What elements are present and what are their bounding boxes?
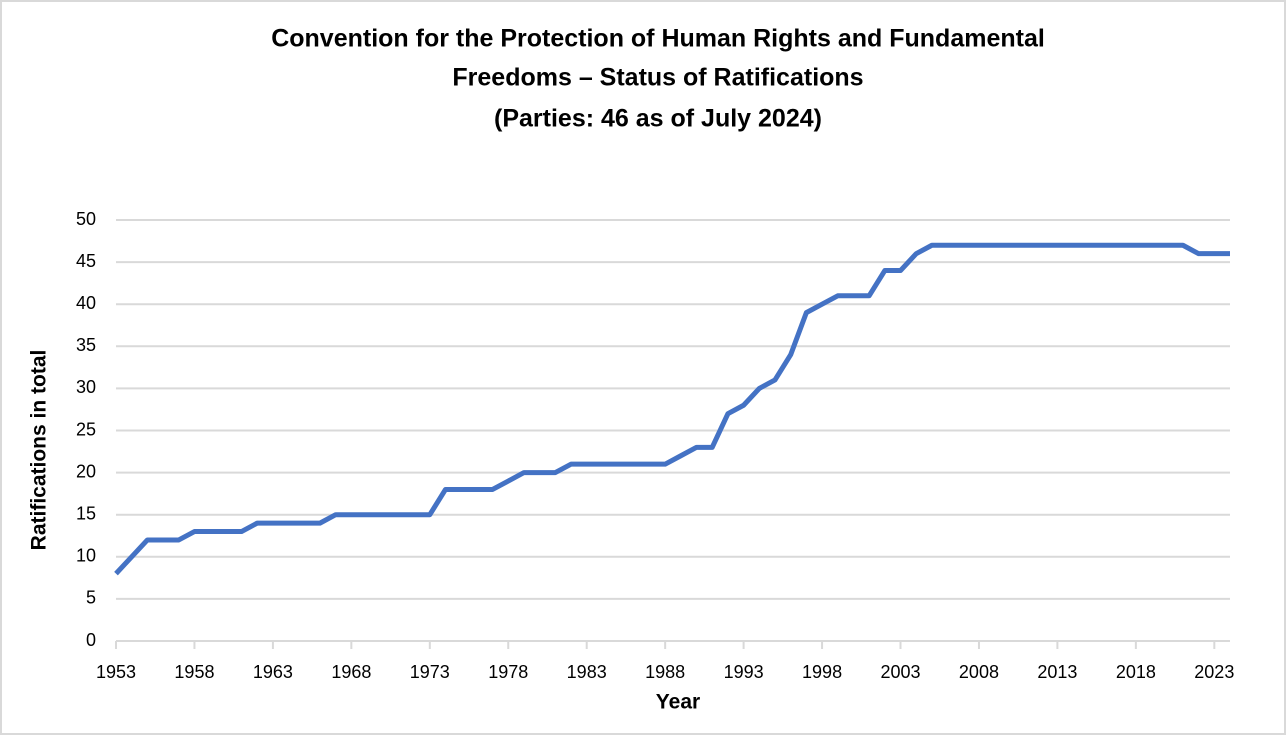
y-tick-label: 5 [86, 588, 96, 608]
x-tick-label: 1963 [253, 662, 293, 682]
y-axis-title: Ratifications in total [28, 350, 51, 551]
x-tick-label: 1993 [724, 662, 764, 682]
x-tick-label: 1978 [488, 662, 528, 682]
y-tick-label: 0 [86, 630, 96, 650]
x-tick-label: 2023 [1194, 662, 1234, 682]
chart-title: Freedoms – Status of Ratifications [452, 64, 863, 92]
y-tick-label: 50 [76, 209, 96, 229]
x-axis-title: Year [656, 691, 700, 714]
y-tick-label: 35 [76, 335, 96, 355]
x-tick-label: 1973 [410, 662, 450, 682]
y-tick-label: 10 [76, 546, 96, 566]
x-tick-label: 1998 [802, 662, 842, 682]
y-tick-label: 30 [76, 377, 96, 397]
x-tick-label: 1958 [174, 662, 214, 682]
x-tick-label: 2008 [959, 662, 999, 682]
x-tick-label: 2013 [1037, 662, 1077, 682]
x-tick-label: 1953 [96, 662, 136, 682]
chart-title: Convention for the Protection of Human R… [271, 25, 1045, 53]
y-tick-label: 20 [76, 461, 96, 481]
x-tick-label: 1988 [645, 662, 685, 682]
x-tick-label: 1983 [567, 662, 607, 682]
y-tick-label: 25 [76, 419, 96, 439]
x-tick-label: 2003 [880, 662, 920, 682]
y-tick-label: 40 [76, 293, 96, 313]
x-tick-label: 1968 [331, 662, 371, 682]
y-tick-label: 15 [76, 503, 96, 523]
x-tick-label: 2018 [1116, 662, 1156, 682]
data-line [114, 242, 1230, 576]
y-tick-label: 45 [76, 251, 96, 271]
chart-title: (Parties: 46 as of July 2024) [494, 105, 822, 133]
